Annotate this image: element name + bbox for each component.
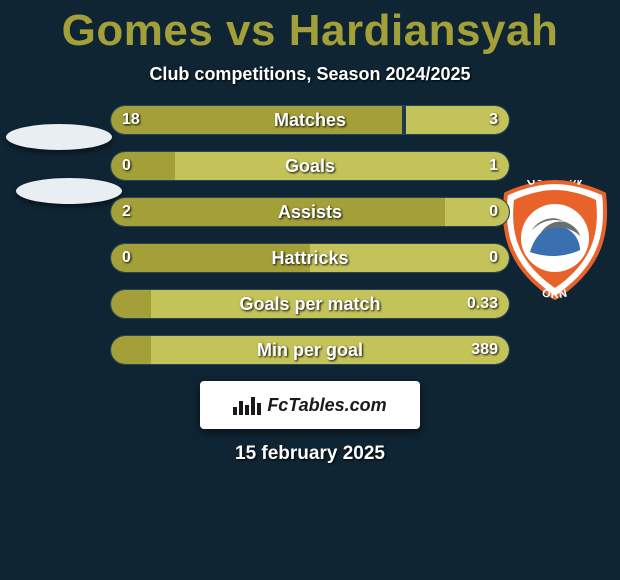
title-vs: vs — [226, 6, 276, 55]
bar-track — [110, 151, 510, 181]
bar-left — [111, 336, 151, 364]
stat-row: 183Matches — [0, 105, 620, 135]
stat-value-right: 3 — [489, 105, 498, 135]
stat-value-right: 1 — [489, 151, 498, 181]
bar-right — [310, 244, 509, 272]
bar-right — [151, 336, 509, 364]
page-title: Gomes vs Hardiansyah — [0, 0, 620, 56]
bar-track — [110, 289, 510, 319]
stat-row: 20Assists — [0, 197, 620, 227]
comparison-chart: 183Matches01Goals20Assists00Hattricks0.3… — [0, 105, 620, 365]
stat-value-left: 0 — [122, 243, 131, 273]
bar-track — [110, 243, 510, 273]
bar-right — [151, 290, 509, 318]
bar-left — [111, 290, 151, 318]
stat-row: 01Goals — [0, 151, 620, 181]
stat-value-right: 0 — [489, 243, 498, 273]
stat-row: 0.33Goals per match — [0, 289, 620, 319]
stat-value-left: 0 — [122, 151, 131, 181]
stat-value-left: 2 — [122, 197, 131, 227]
bar-right — [175, 152, 509, 180]
stat-value-right: 0.33 — [467, 289, 498, 319]
stat-value-right: 0 — [489, 197, 498, 227]
subtitle: Club competitions, Season 2024/2025 — [0, 64, 620, 85]
bar-left — [111, 198, 445, 226]
bar-track — [110, 197, 510, 227]
stat-value-left: 18 — [122, 105, 140, 135]
stat-row: 00Hattricks — [0, 243, 620, 273]
bar-track — [110, 105, 510, 135]
bar-left — [111, 244, 310, 272]
stat-value-right: 389 — [471, 335, 498, 365]
branding-label: FcTables.com — [267, 395, 386, 416]
bars-icon — [233, 395, 261, 415]
bar-left — [111, 106, 402, 134]
title-player1: Gomes — [62, 6, 214, 55]
stat-row: 389Min per goal — [0, 335, 620, 365]
bar-track — [110, 335, 510, 365]
title-player2: Hardiansyah — [289, 6, 559, 55]
date-label: 15 february 2025 — [0, 443, 620, 465]
bar-left — [111, 152, 175, 180]
bar-right — [445, 198, 509, 226]
branding-badge: FcTables.com — [200, 381, 420, 429]
